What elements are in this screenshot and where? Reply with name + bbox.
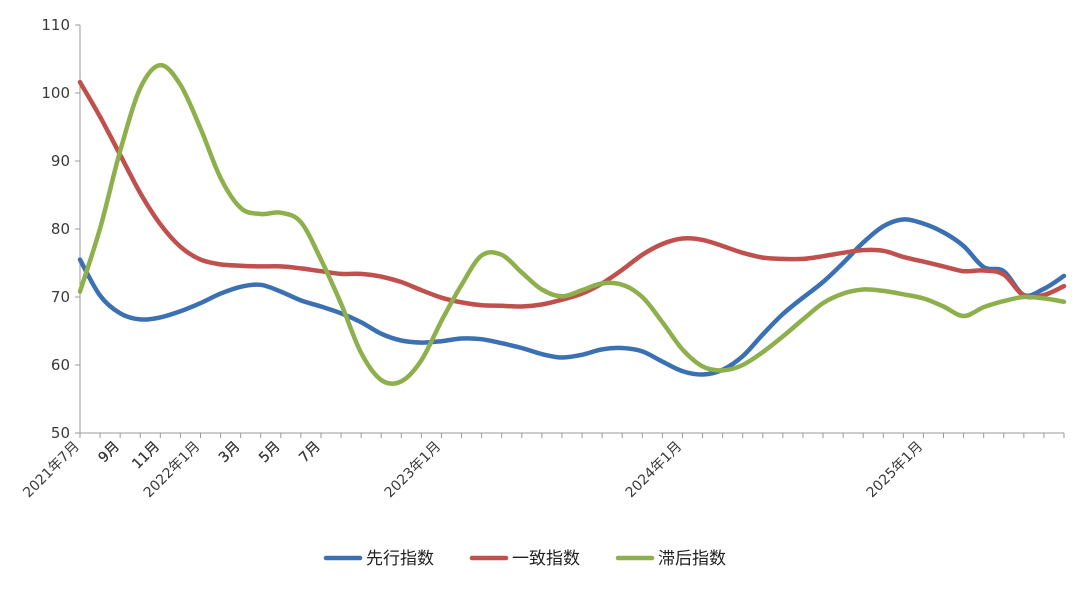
x-tick-label: 2025年1月: [864, 439, 927, 502]
y-tick-label: 50: [51, 424, 70, 442]
y-tick-label: 90: [51, 152, 70, 170]
legend-label: 一致指数: [512, 549, 580, 569]
series-line-2: [77, 79, 1067, 309]
y-axis: 50 60 70 80 90 100 110: [41, 16, 81, 442]
y-tick-label: 60: [51, 356, 70, 374]
x-tick-label: 2024年1月: [623, 439, 686, 502]
y-tick-label: 100: [41, 84, 70, 102]
legend-label: 先行指数: [366, 549, 434, 569]
series-lines: [77, 62, 1067, 386]
x-tick-label: 2023年1月: [382, 439, 445, 502]
x-tick-label: 11月: [129, 439, 163, 473]
series-line-1: [77, 217, 1067, 377]
x-tick-label: 9月: [95, 439, 123, 467]
y-tick-label: 110: [41, 16, 70, 34]
series-line-3: [77, 62, 1067, 386]
y-tick-label: 70: [51, 288, 70, 306]
x-tick-label: 2021年7月: [20, 439, 83, 502]
x-tick-label: 5月: [256, 439, 284, 467]
y-tick-label: 80: [51, 220, 70, 238]
legend: 先行指数 一致指数 滞后指数: [323, 549, 726, 569]
x-tick-label: 7月: [296, 439, 324, 467]
x-tick-label: 3月: [216, 439, 244, 467]
legend-label: 滞后指数: [658, 549, 726, 569]
